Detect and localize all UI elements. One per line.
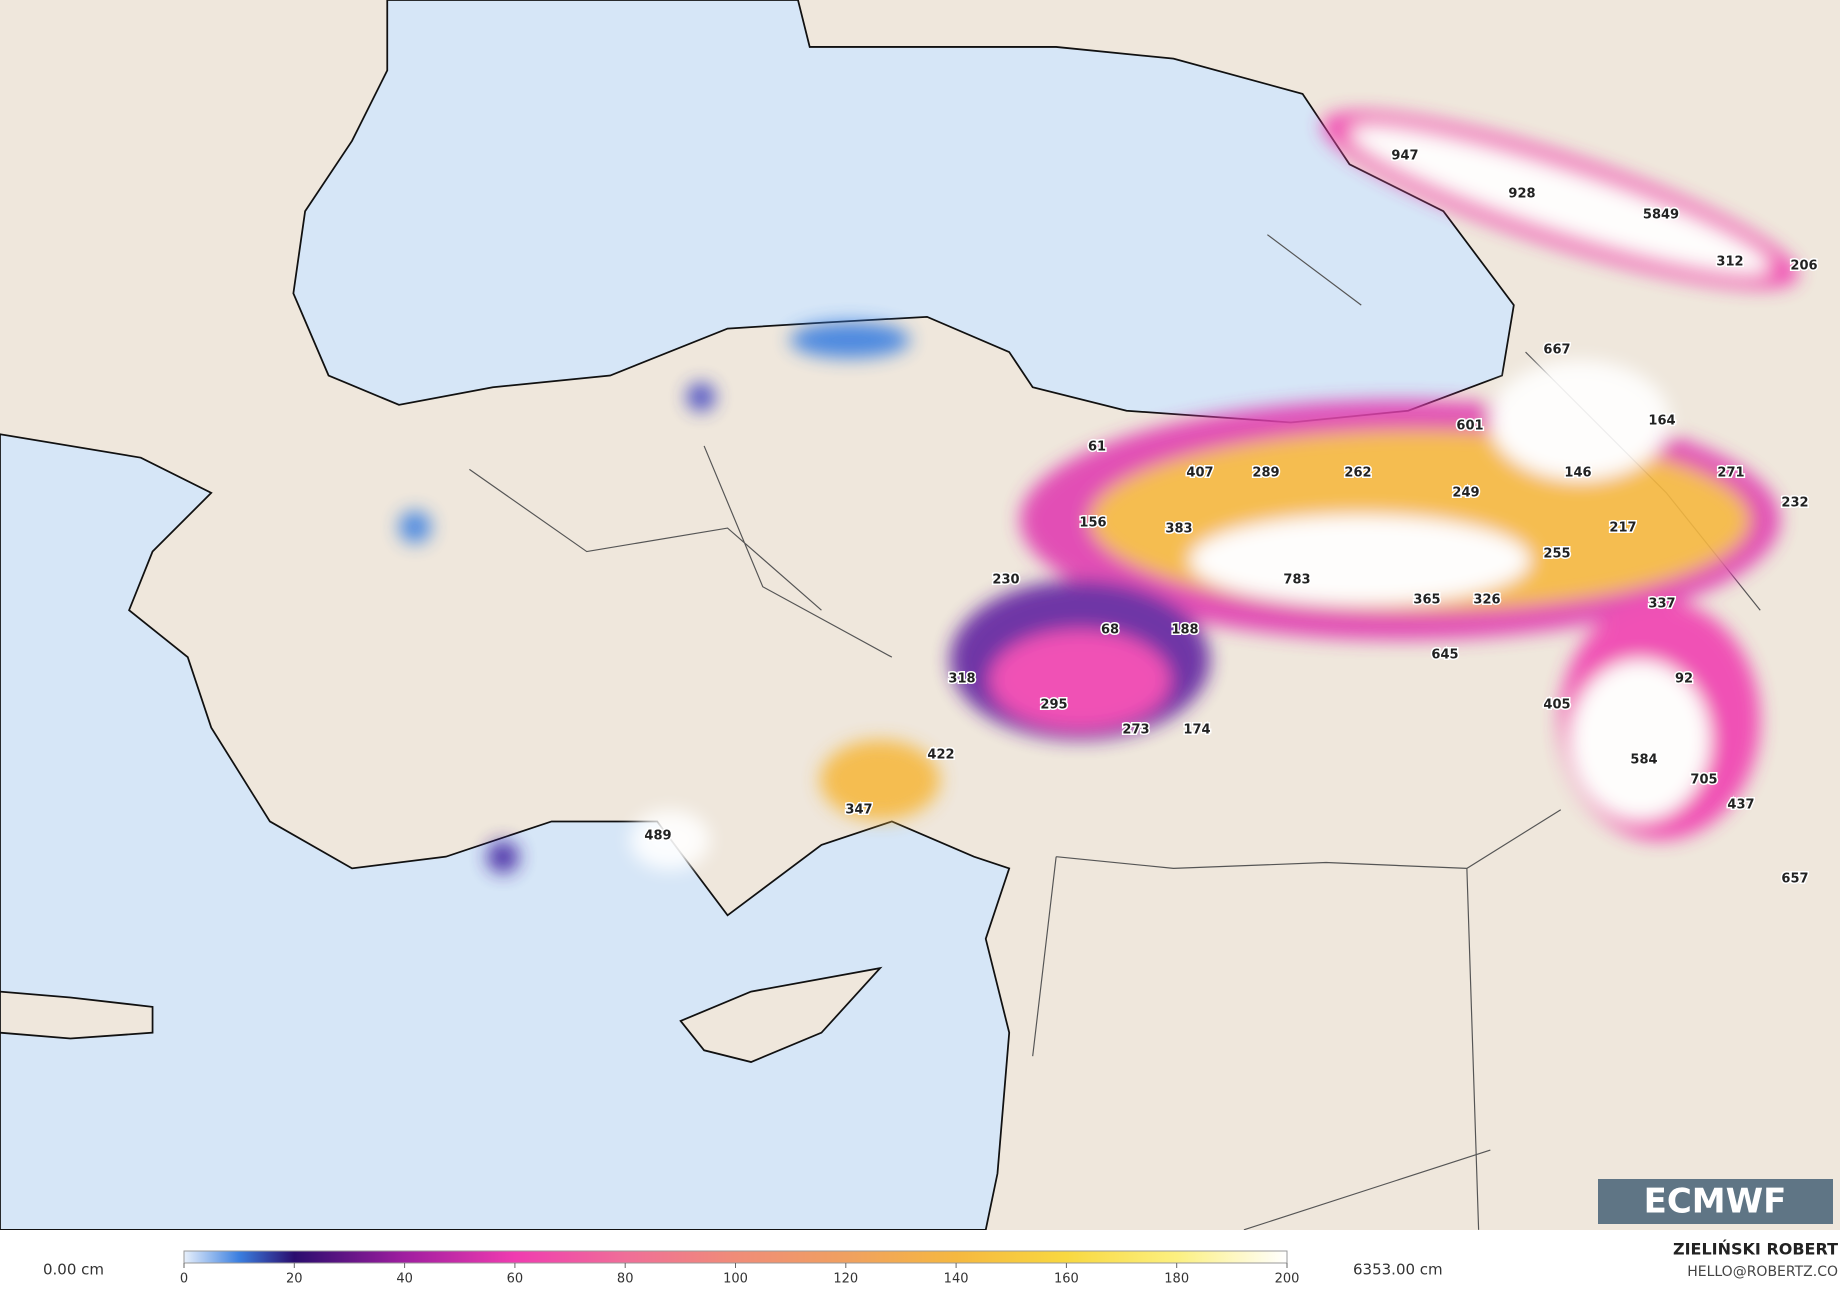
tick-label: 40 <box>396 1272 413 1287</box>
snow-depth-label: 68 <box>1101 623 1119 638</box>
snow-depth-label: 146 <box>1564 466 1591 481</box>
snow-depth-label: 61 <box>1088 440 1106 455</box>
tick-label: 120 <box>833 1272 858 1287</box>
snow-depth-label: 405 <box>1543 698 1570 713</box>
tick-label: 160 <box>1054 1272 1079 1287</box>
geography <box>0 0 1761 1231</box>
snow-depth-label: 601 <box>1456 419 1483 434</box>
snow-depth-label: 271 <box>1717 466 1744 481</box>
credit-email: HELLO@ROBERTZ.CO <box>1687 1264 1838 1280</box>
map-labels: 947 928 5849 312 206 667 601 164 61 407 289 262 146 2… <box>643 147 1819 888</box>
snow-depth-label: 326 <box>1473 593 1500 608</box>
black-sea <box>292 0 1515 424</box>
tick-label: 100 <box>723 1272 748 1287</box>
snow-depth-label: 217 <box>1609 521 1636 536</box>
snow-depth-label: 206 <box>1790 259 1817 274</box>
snow-depth-label: 337 <box>1648 597 1675 612</box>
snow-depth-label: 947 <box>1391 149 1418 164</box>
snow-depth-label: 289 <box>1252 466 1279 481</box>
snow-depth-label: 584 <box>1630 753 1657 768</box>
borders <box>469 234 1761 1231</box>
snow-depth-label: 232 <box>1781 496 1808 511</box>
snow-depth-label: 318 <box>948 672 975 687</box>
tick-label: 0 <box>180 1272 188 1287</box>
tick-label: 180 <box>1164 1272 1189 1287</box>
snow-depth-label: 347 <box>845 803 872 818</box>
snow-depth-label: 174 <box>1183 723 1210 738</box>
tick-label: 140 <box>944 1272 969 1287</box>
snow-depth-label: 365 <box>1413 593 1440 608</box>
snow-depth-label: 489 <box>644 829 671 844</box>
snow-depth-label: 383 <box>1165 522 1192 537</box>
tick-label: 200 <box>1275 1272 1300 1287</box>
min-label: 0.00 cm <box>43 1261 104 1279</box>
credit-name: ZIELIŃSKI ROBERT <box>1673 1240 1838 1259</box>
snow-depth-label: 156 <box>1079 516 1106 531</box>
snow-depth-label: 230 <box>992 573 1019 588</box>
snow-depth-label: 928 <box>1508 187 1535 202</box>
snow-depth-label: 783 <box>1283 573 1310 588</box>
snow-depth-label: 295 <box>1040 698 1067 713</box>
snow-depth-label: 407 <box>1186 466 1213 481</box>
colorbar-ticks: 0 20 40 60 80 100 120 140 160 180 200 <box>180 1263 1300 1287</box>
snow-depth-label: 188 <box>1171 623 1198 638</box>
snow-depth-label: 437 <box>1727 798 1754 813</box>
colorbar <box>183 1250 1288 1264</box>
crete <box>0 990 154 1040</box>
snow-depth-label: 312 <box>1716 255 1743 270</box>
tick-label: 60 <box>507 1272 524 1287</box>
logo: ECMWF <box>1644 1182 1787 1222</box>
cyprus <box>679 966 883 1063</box>
logo-box <box>1598 1179 1833 1224</box>
max-label: 6353.00 cm <box>1353 1261 1443 1279</box>
snow-depth-label: 164 <box>1648 414 1675 429</box>
snow-depth-label: 5849 <box>1643 208 1679 223</box>
tick-label: 80 <box>617 1272 634 1287</box>
snow-depth-label: 249 <box>1452 486 1479 501</box>
snow-depth-label: 657 <box>1781 872 1808 887</box>
snow-depth-label: 262 <box>1344 466 1371 481</box>
snow-field <box>399 111 1799 873</box>
snow-depth-label: 255 <box>1543 547 1570 562</box>
snow-depth-label: 645 <box>1431 648 1458 663</box>
snow-depth-label: 422 <box>927 748 954 763</box>
snow-depth-label: 273 <box>1122 723 1149 738</box>
tick-label: 20 <box>286 1272 303 1287</box>
snow-depth-label: 705 <box>1690 773 1717 788</box>
snow-depth-label: 667 <box>1543 343 1570 358</box>
snow-depth-label: 92 <box>1675 672 1693 687</box>
